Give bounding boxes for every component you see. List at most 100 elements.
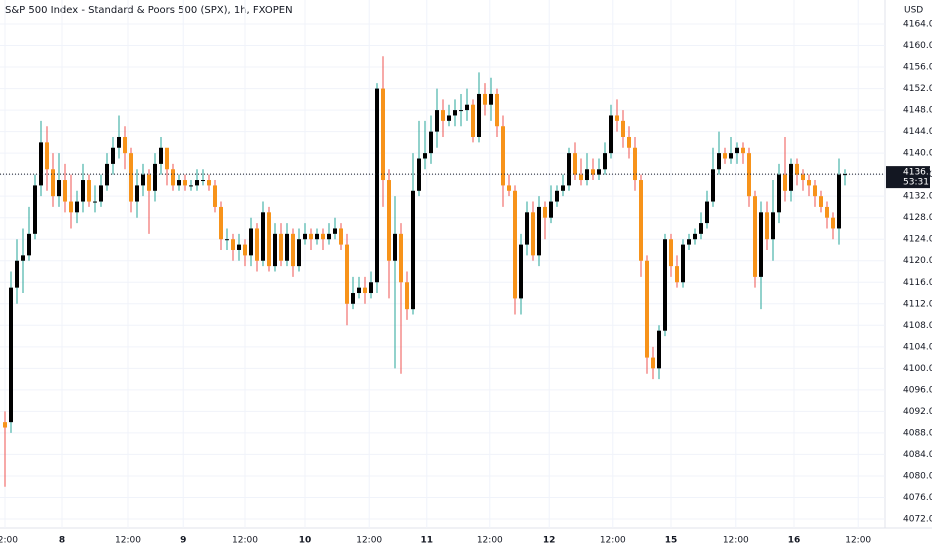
candle-body — [549, 201, 553, 218]
candle-body — [111, 147, 115, 164]
candle-body — [153, 163, 157, 191]
countdown-label: 53:31 — [903, 178, 929, 188]
y-tick-label: 4092.0 — [903, 407, 932, 417]
y-unit: USD — [904, 6, 923, 16]
candle-body — [195, 180, 199, 186]
candle-body — [459, 110, 463, 112]
candle-body — [231, 239, 235, 250]
chart-title: S&P 500 Index - Standard & Poors 500 (SP… — [5, 5, 293, 16]
candle-body — [213, 185, 217, 207]
candle-body — [333, 228, 337, 234]
candle-body — [21, 255, 25, 261]
x-tick-label: 9 — [180, 536, 186, 546]
x-tick-label: 12:00 — [477, 536, 503, 546]
x-tick-label: 12 — [543, 536, 556, 546]
candle-body — [609, 115, 613, 154]
candle-body — [129, 153, 133, 202]
candle-body — [585, 169, 589, 181]
x-tick-label: 10 — [299, 536, 312, 546]
candle-body — [693, 233, 697, 240]
candle-body — [795, 163, 799, 175]
candle-body — [705, 201, 709, 224]
candle-body — [39, 142, 43, 186]
candle-body — [123, 136, 127, 154]
candle-body — [81, 180, 85, 202]
candle-body — [663, 239, 667, 331]
x-tick-label: 12:00 — [845, 536, 871, 546]
candle-body — [525, 212, 529, 245]
candle-body — [729, 153, 733, 159]
candle-body — [141, 174, 145, 186]
candle-body — [357, 287, 361, 294]
candle-body — [477, 93, 481, 137]
candle-body — [63, 180, 67, 202]
candle-body — [15, 260, 19, 288]
candle-body — [615, 115, 619, 121]
candle-body — [837, 174, 841, 229]
x-tick-label: 12:00 — [115, 536, 141, 546]
candle-body — [189, 185, 193, 187]
x-tick-label: 8 — [59, 536, 65, 546]
candle-body — [717, 153, 721, 170]
candle-body — [513, 190, 517, 299]
candle-body — [201, 180, 205, 182]
candle-body — [177, 180, 181, 186]
candle-body — [753, 196, 757, 277]
candle-body — [807, 180, 811, 186]
last-price-label: 4136.1 — [903, 168, 932, 178]
candle-body — [435, 110, 439, 132]
candle-body — [783, 174, 787, 191]
candle-body — [255, 228, 259, 261]
candle-body — [321, 233, 325, 240]
candle-body — [501, 126, 505, 186]
candle-body — [759, 212, 763, 277]
y-tick-label: 4104.0 — [903, 342, 932, 352]
candle-body — [207, 180, 211, 186]
x-tick-label: 12:00 — [723, 536, 749, 546]
candle-body — [393, 233, 397, 261]
candle-body — [33, 185, 37, 234]
candle-body — [87, 180, 91, 202]
candle-body — [417, 158, 421, 191]
candle-body — [57, 180, 61, 197]
candle-body — [315, 233, 319, 240]
candle-body — [285, 233, 289, 261]
candle-body — [93, 201, 97, 203]
candle-body — [237, 244, 241, 250]
candle-body — [789, 163, 793, 191]
last-price-box — [886, 166, 930, 189]
x-tick-label: 12:00 — [600, 536, 626, 546]
candle-body — [345, 244, 349, 304]
candle-body — [309, 233, 313, 240]
candle-body — [303, 233, 307, 240]
candle-body — [267, 212, 271, 267]
candle-body — [351, 293, 355, 304]
candle-body — [387, 180, 391, 261]
candle-body — [291, 233, 295, 267]
candle-body — [327, 233, 331, 240]
y-tick-label: 4148.0 — [903, 106, 932, 116]
candle-body — [183, 180, 187, 186]
y-tick-label: 4108.0 — [903, 321, 932, 331]
candle-body — [747, 153, 751, 197]
x-tick-label: 16 — [788, 536, 801, 546]
candle-body — [555, 190, 559, 202]
candle-body — [225, 239, 229, 241]
candle-body — [453, 110, 457, 116]
y-tick-label: 4100.0 — [903, 364, 932, 374]
candle-body — [819, 196, 823, 207]
candle-body — [651, 357, 655, 369]
candle-body — [69, 201, 73, 213]
y-tick-label: 4152.0 — [903, 84, 932, 94]
candle-body — [165, 147, 169, 170]
candle-body — [3, 422, 7, 428]
x-tick-label: 12:00 — [356, 536, 382, 546]
candle-body — [171, 169, 175, 186]
candle-body — [519, 244, 523, 299]
candle-body — [117, 136, 121, 148]
candle-body — [363, 287, 367, 294]
y-tick-label: 4164.0 — [903, 20, 932, 30]
y-tick-label: 4116.0 — [903, 278, 932, 288]
candle-body — [669, 239, 673, 267]
